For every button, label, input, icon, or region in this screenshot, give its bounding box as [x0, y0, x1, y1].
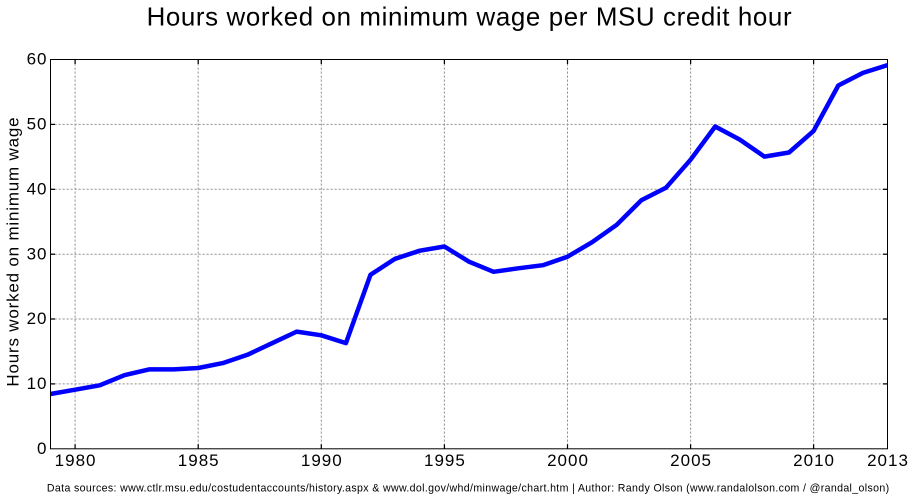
svg-text:1980: 1980: [55, 451, 97, 470]
svg-text:2000: 2000: [547, 451, 589, 470]
svg-text:0: 0: [37, 439, 47, 458]
svg-text:1985: 1985: [178, 451, 220, 470]
svg-text:50: 50: [27, 115, 48, 134]
svg-text:60: 60: [27, 50, 48, 69]
svg-text:10: 10: [27, 374, 48, 393]
svg-text:20: 20: [27, 309, 48, 328]
svg-text:1990: 1990: [301, 451, 343, 470]
svg-text:Hours worked on minimum wage: Hours worked on minimum wage: [3, 117, 22, 387]
svg-text:2005: 2005: [670, 451, 712, 470]
svg-text:1995: 1995: [424, 451, 466, 470]
svg-text:2013: 2013: [867, 451, 909, 470]
svg-text:Data sources: www.ctlr.msu.edu: Data sources: www.ctlr.msu.edu/costudent…: [47, 483, 890, 495]
svg-text:30: 30: [27, 244, 48, 263]
svg-text:40: 40: [27, 180, 48, 199]
svg-text:Hours worked on minimum wage p: Hours worked on minimum wage per MSU cre…: [147, 4, 793, 32]
svg-text:2010: 2010: [793, 451, 835, 470]
